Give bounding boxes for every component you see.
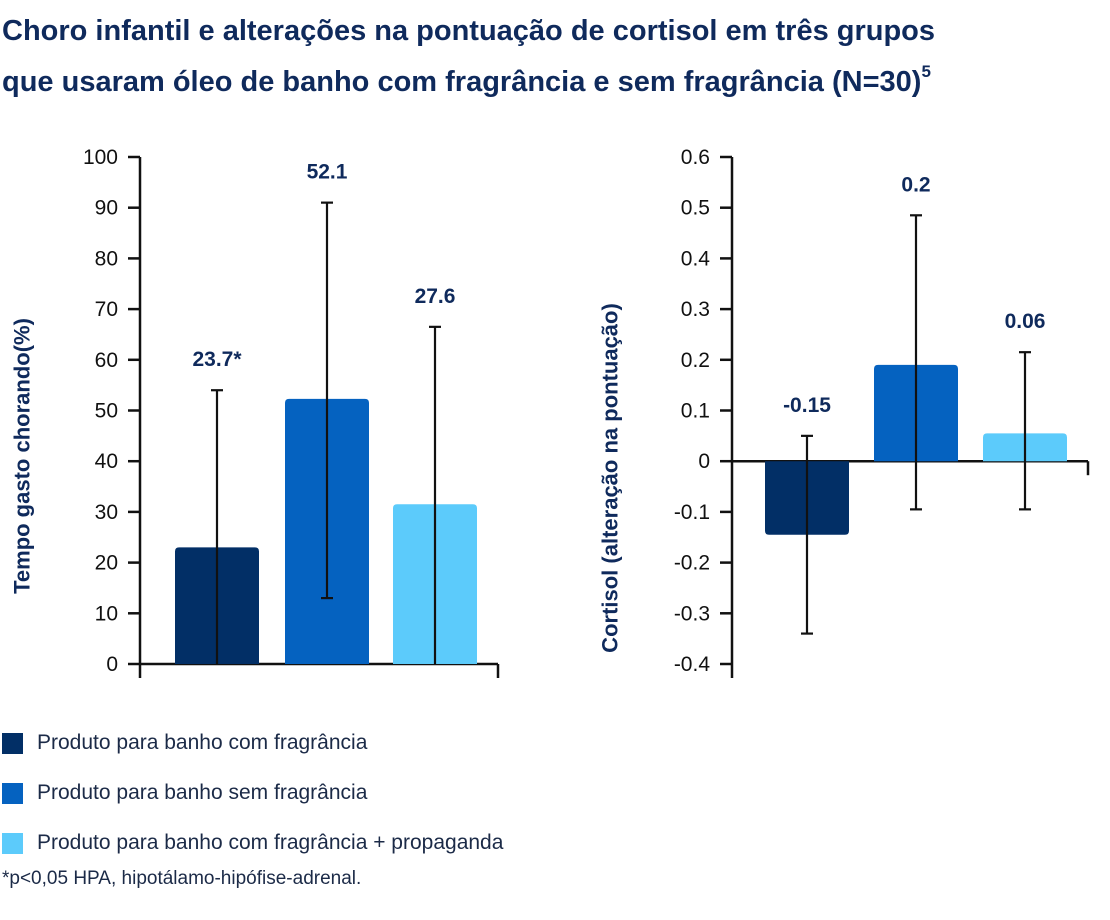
y-axis-title: Tempo gasto chorando(%) bbox=[10, 318, 35, 594]
y-tick-label: 50 bbox=[95, 400, 118, 423]
chart-title-line-2-text: que usaram óleo de banho com fragrância … bbox=[2, 66, 922, 98]
y-tick-label: 60 bbox=[95, 349, 118, 372]
legend-swatch bbox=[2, 832, 23, 854]
data-label: 23.7* bbox=[192, 348, 242, 371]
chart-title-line-2: que usaram óleo de banho com fragrância … bbox=[2, 57, 1106, 108]
data-label: 52.1 bbox=[307, 161, 348, 184]
crying-chart: 0 10 20 30 40 50 60 70 80 90 100 Tempo gasto choran… bbox=[10, 146, 500, 678]
y-tick-label: 40 bbox=[95, 450, 118, 473]
bar-charts: 0 10 20 30 40 50 60 70 80 90 100 Tempo gasto choran… bbox=[10, 146, 1090, 678]
data-label: 27.6 bbox=[415, 285, 456, 308]
y-tick-label: 70 bbox=[95, 298, 118, 321]
y-tick-label: 90 bbox=[95, 197, 118, 220]
y-tick-label: -0.4 bbox=[674, 653, 711, 676]
title-reference-superscript: 5 bbox=[921, 62, 931, 81]
legend-label: Produto para banho com fragrância + prop… bbox=[37, 831, 504, 854]
y-tick-label: -0.1 bbox=[674, 501, 710, 524]
y-tick-label: 0.2 bbox=[681, 349, 710, 372]
legend-item: Produto para banho com fragrância + prop… bbox=[2, 818, 503, 868]
legend-label: Produto para banho com fragrância bbox=[37, 731, 368, 754]
y-tick-label: 0.4 bbox=[681, 247, 711, 270]
y-tick-label: 0.3 bbox=[681, 298, 710, 321]
y-tick-label: -0.2 bbox=[674, 552, 710, 575]
chart-title-line-1: Choro infantil e alterações na pontuação… bbox=[2, 15, 936, 47]
y-tick-label: 0.1 bbox=[681, 400, 710, 423]
data-label: -0.15 bbox=[783, 394, 831, 417]
data-label: 0.06 bbox=[1005, 310, 1046, 333]
legend-swatch bbox=[2, 732, 23, 754]
y-tick-label: 0.6 bbox=[681, 146, 710, 169]
legend-item: Produto para banho com fragrância bbox=[2, 718, 503, 768]
y-tick-label: 0 bbox=[106, 653, 118, 676]
chart-title: Choro infantil e alterações na pontuação… bbox=[2, 6, 1106, 108]
legend-swatch bbox=[2, 782, 23, 804]
footnote: *p<0,05 HPA, hipotálamo-hipófise-adrenal… bbox=[2, 868, 362, 889]
cortisol-chart: -0.4 -0.3 -0.2 -0.1 0 0.1 0.2 0.3 0.4 0.5 0.6 Corti… bbox=[598, 146, 1090, 678]
y-tick-label: 0.5 bbox=[681, 197, 710, 220]
y-tick-label: 30 bbox=[95, 501, 118, 524]
y-axis-title: Cortisol (alteração na pontuação) bbox=[598, 303, 623, 653]
y-tick-label: 80 bbox=[95, 247, 118, 270]
y-tick-label: 100 bbox=[83, 146, 118, 169]
y-tick-label: 20 bbox=[95, 552, 118, 575]
legend-label: Produto para banho sem fragrância bbox=[37, 781, 368, 804]
y-tick-label: -0.3 bbox=[674, 602, 710, 625]
y-tick-label: 10 bbox=[95, 602, 118, 625]
legend: Produto para banho com fragrância Produto… bbox=[2, 718, 503, 868]
y-tick-label: 0 bbox=[698, 450, 710, 473]
data-label: 0.2 bbox=[901, 173, 930, 196]
legend-item: Produto para banho sem fragrância bbox=[2, 768, 503, 818]
